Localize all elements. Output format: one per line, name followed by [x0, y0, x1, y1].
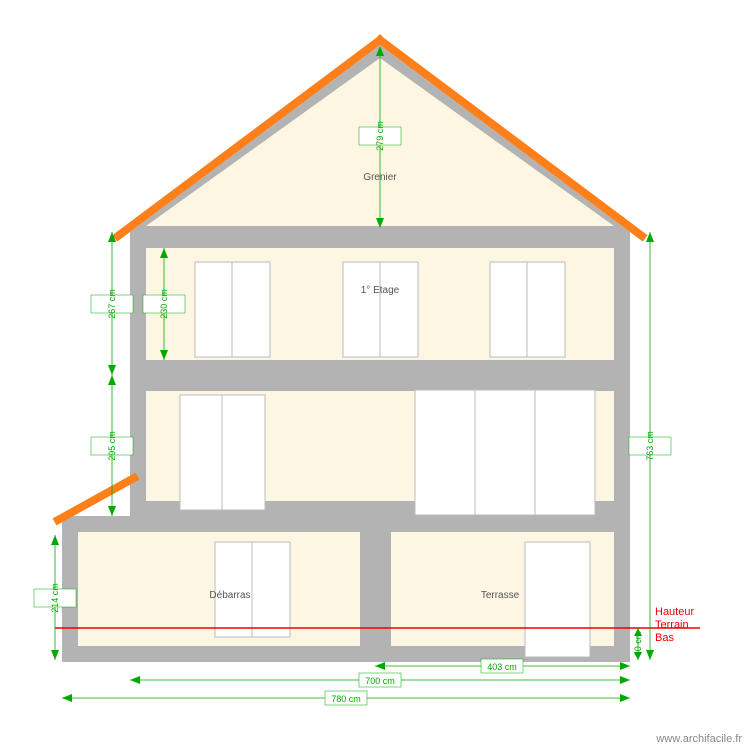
little-roof	[58, 478, 134, 520]
extension-room	[78, 532, 146, 646]
svg-text:214 cm: 214 cm	[50, 583, 60, 613]
dim-right-full: 763 cm	[629, 232, 671, 660]
svg-text:700 cm: 700 cm	[365, 676, 395, 686]
svg-text:763 cm: 763 cm	[645, 431, 655, 461]
window-rdc-1	[180, 395, 265, 510]
svg-text:403 cm: 403 cm	[487, 662, 517, 672]
ground-label-3: Bas	[655, 632, 674, 644]
svg-text:279 cm: 279 cm	[375, 121, 385, 151]
watermark: www.archifacile.fr	[655, 733, 742, 745]
svg-text:295 cm: 295 cm	[107, 431, 117, 461]
window-etage1-1	[195, 262, 270, 357]
etage1-label: 1° Etage	[361, 285, 400, 296]
house-diagram: Hauteur Terrain Bas Grenier 1° Etage Déb…	[0, 0, 750, 750]
svg-text:780 cm: 780 cm	[331, 694, 361, 704]
ground-label-1: Hauteur	[655, 606, 694, 618]
dim-right-base: 60 cm	[633, 628, 643, 660]
window-rdc-2	[415, 390, 595, 515]
window-etage1-2	[343, 262, 418, 357]
svg-text:60 cm: 60 cm	[633, 632, 643, 657]
dim-bottom-700: 700 cm	[130, 673, 630, 687]
terrasse-label: Terrasse	[481, 590, 520, 601]
window-etage1-3	[490, 262, 565, 357]
svg-text:230 cm: 230 cm	[159, 289, 169, 319]
ground-label-2: Terrain	[655, 619, 689, 631]
door-terrasse	[525, 542, 590, 657]
dim-bottom-780: 780 cm	[62, 691, 630, 705]
slab-1	[130, 360, 630, 391]
debarras-label: Débarras	[209, 590, 250, 601]
dim-left-etage1: 267 cm	[91, 232, 133, 375]
partition-wall	[360, 516, 391, 662]
svg-text:267 cm: 267 cm	[107, 289, 117, 319]
